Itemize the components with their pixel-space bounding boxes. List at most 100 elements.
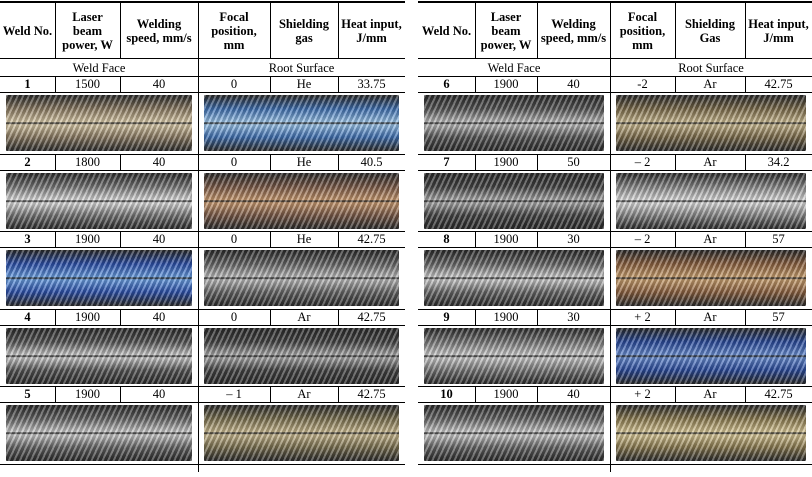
row-cell: 40 [152, 232, 166, 246]
row-cell: + 2 [634, 309, 651, 324]
col-rule [120, 76, 121, 92]
header-cell: Heat input, J/mm [341, 16, 402, 45]
row-cell: 1900 [493, 387, 519, 401]
row-cell: 10 [440, 387, 453, 401]
col-rule [610, 3, 611, 58]
col-rule [338, 153, 339, 170]
row-cell: 57 [772, 232, 785, 246]
col-rule [55, 231, 56, 247]
row-cell: 1900 [493, 232, 519, 246]
row-cell: 40 [152, 154, 166, 169]
section-label: Weld Face [72, 60, 126, 75]
row-cell: – 2 [634, 154, 651, 169]
row-cell: 33.75 [357, 77, 386, 91]
row-cell: 8 [443, 232, 450, 246]
root-surface-image [616, 172, 806, 229]
row-cell: 1 [24, 77, 31, 91]
col-rule [537, 308, 538, 325]
row-cell: 6 [443, 77, 450, 91]
weld-face-image [6, 405, 192, 461]
row-cell: 42.75 [357, 309, 386, 324]
rule [0, 308, 405, 310]
header-cell: Focal position, mm [211, 9, 257, 52]
weld-face-image [6, 95, 192, 151]
row-cell: 40 [152, 77, 166, 91]
col-rule [120, 231, 121, 247]
rule [418, 463, 812, 465]
header-cell: Laser beam power, W [480, 9, 532, 52]
row-cell: 42.75 [764, 77, 793, 91]
row-cell: Ar [297, 387, 311, 401]
col-rule [745, 386, 746, 402]
row-cell: 30 [567, 309, 580, 324]
col-rule [270, 153, 271, 170]
rule [0, 58, 405, 59]
header-cell: Focal position, mm [619, 9, 666, 52]
header-cell: Shielding Gas [684, 16, 736, 45]
col-rule [745, 308, 746, 325]
row-cell: -2 [637, 77, 648, 91]
weld-face-image [424, 95, 604, 151]
row-cell: 0 [230, 154, 238, 169]
rule [418, 92, 812, 93]
header-cell: Welding speed, mm/s [126, 16, 192, 45]
header-cell: Heat input, J/mm [748, 16, 809, 45]
weld-face-image [6, 172, 192, 229]
row-cell: Ar [703, 387, 717, 401]
col-rule [198, 3, 199, 58]
row-cell: 1900 [75, 232, 100, 246]
col-rule [55, 153, 56, 170]
row-cell: 0 [230, 309, 238, 324]
row-cell: + 2 [634, 387, 651, 401]
rule [0, 169, 405, 171]
row-cell: 1500 [75, 77, 100, 91]
col-rule [120, 308, 121, 325]
col-rule [270, 3, 271, 58]
section-label: Root Surface [678, 60, 744, 75]
rule [418, 169, 812, 171]
row-cell: 40 [152, 387, 166, 401]
rule [0, 463, 405, 465]
rule [0, 386, 405, 387]
rule [418, 247, 812, 248]
row-cell: 30 [567, 232, 580, 246]
col-rule [675, 308, 676, 325]
col-rule [120, 386, 121, 402]
rule [0, 92, 405, 93]
col-rule [338, 3, 339, 58]
col-rule [270, 386, 271, 402]
col-rule [338, 231, 339, 247]
col-rule [270, 76, 271, 92]
row-cell: 1900 [493, 154, 519, 169]
root-surface-image [616, 250, 806, 306]
weld-face-image [6, 327, 192, 384]
rule [418, 231, 812, 232]
col-rule [270, 308, 271, 325]
row-cell: 50 [567, 154, 580, 169]
row-cell: 57 [772, 309, 785, 324]
row-cell: – 1 [226, 387, 242, 401]
weld-face-image [424, 172, 604, 229]
col-rule [675, 3, 676, 58]
row-cell: Ar [703, 232, 717, 246]
col-rule [475, 3, 476, 58]
col-rule [610, 58, 611, 472]
header-cell: Weld No. [2, 23, 53, 38]
row-cell: Ar [703, 309, 717, 324]
col-rule [475, 76, 476, 92]
top-rule [0, 1, 405, 3]
row-cell: 1900 [75, 309, 100, 324]
row-cell: 40.5 [360, 154, 383, 169]
root-surface-image [616, 327, 806, 384]
row-cell: 42.75 [357, 232, 386, 246]
col-rule [55, 76, 56, 92]
col-rule [675, 76, 676, 92]
col-rule [537, 386, 538, 402]
header-cell: Weld No. [421, 23, 472, 38]
row-cell: 0 [230, 77, 238, 91]
row-cell: 1800 [75, 154, 100, 169]
col-rule [55, 3, 56, 58]
section-label: Weld Face [487, 60, 541, 75]
row-cell: 9 [443, 309, 450, 324]
col-rule [537, 3, 538, 58]
